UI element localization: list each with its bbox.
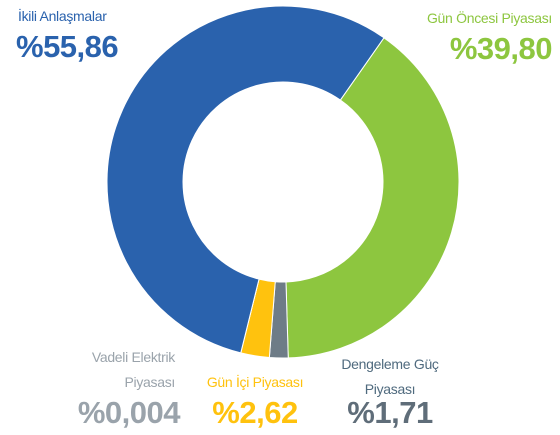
slice-label: Gün İçi Piyasası xyxy=(206,374,304,390)
slice-label: İkili Anlaşmalar xyxy=(18,8,107,24)
slice-label: Gün Öncesi Piyasası xyxy=(426,10,552,26)
slice-value: %1,71 xyxy=(347,395,433,430)
slice-value: %2,62 xyxy=(212,395,298,430)
slice-value: %39,80 xyxy=(449,31,553,66)
donut-slice xyxy=(285,37,460,359)
slice-label: Dengeleme Güç Piyasası xyxy=(341,356,439,397)
slice-label: Vadeli Elektrik Piyasası xyxy=(91,349,175,390)
slice-value: %0,004 xyxy=(77,395,181,430)
donut-slice xyxy=(106,5,385,354)
slice-value: %55,86 xyxy=(16,29,119,64)
